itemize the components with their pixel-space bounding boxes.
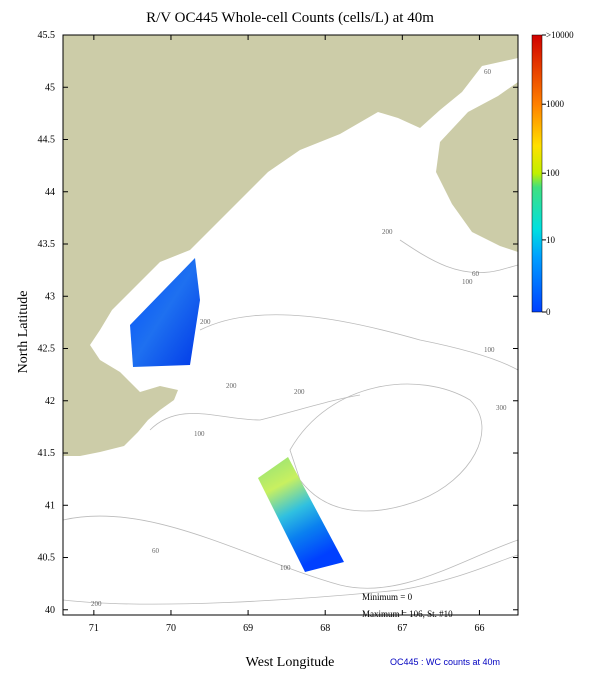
contour-label: 200: [226, 382, 237, 390]
colorbar-label: 100: [546, 168, 560, 178]
contour-label: 100: [194, 430, 205, 438]
contour: [399, 239, 518, 274]
y-tick-label: 45: [45, 82, 55, 93]
y-tick-label: 42.5: [38, 344, 56, 355]
y-tick-label: 40.5: [38, 553, 56, 564]
footer: OC445 : WC counts at 40m: [390, 657, 500, 667]
contour-label: 60: [472, 270, 480, 278]
plot-frame: [62, 34, 519, 616]
contour-label: 300: [496, 404, 507, 412]
y-axis-label: North Latitude: [16, 291, 31, 374]
contour-label: 200: [382, 228, 393, 236]
y-tick-label: 41.5: [38, 448, 56, 459]
x-tick-label: 66: [474, 623, 484, 634]
map-area: [63, 35, 518, 605]
contour-label: 60: [484, 68, 492, 76]
colorbar-label: 10: [546, 235, 556, 245]
survey-patch: [130, 258, 200, 367]
minimum-text: Minimum = 0: [362, 592, 413, 602]
maximum-text: Maximum = 106, St. #10: [362, 609, 453, 619]
colorbar-label: 1000: [546, 99, 565, 109]
y-tick-label: 43.5: [38, 239, 56, 250]
contour: [63, 554, 518, 605]
land: [63, 35, 518, 456]
contour: [289, 383, 483, 512]
x-axis-label: West Longitude: [246, 655, 335, 670]
y-tick-label: 40: [45, 605, 55, 616]
contour-label: 100: [484, 346, 495, 354]
y-tick-label: 43: [45, 291, 55, 302]
contour: [63, 515, 518, 589]
y-tick-label: 42: [45, 396, 55, 407]
contour-label: 100: [280, 564, 291, 572]
x-tick-label: 68: [320, 623, 330, 634]
y-tick-label: 45.5: [38, 30, 56, 41]
contour: [149, 394, 361, 431]
survey-patch: [258, 457, 344, 572]
x-tick-label: 69: [243, 623, 253, 634]
x-tick-label: 71: [89, 623, 99, 634]
y-tick-label: 44: [45, 187, 55, 198]
contour: [199, 314, 518, 371]
contour-label: 100: [462, 278, 473, 286]
y-tick-label: 44.5: [38, 135, 56, 146]
contour-label: 60: [152, 547, 160, 555]
contour-label: 200: [294, 388, 305, 396]
colorbar: [531, 34, 543, 313]
chart-title: R/V OC445 Whole-cell Counts (cells/L) at…: [146, 10, 434, 26]
y-tick-label: 41: [45, 500, 55, 511]
colorbar-label: 0: [546, 307, 551, 317]
land: [436, 82, 518, 252]
contour-label: 200: [91, 600, 102, 608]
x-tick-label: 67: [397, 623, 407, 634]
colorbar-label: >10000: [546, 30, 574, 40]
x-tick-label: 70: [166, 623, 176, 634]
contour-label: 200: [200, 318, 211, 326]
